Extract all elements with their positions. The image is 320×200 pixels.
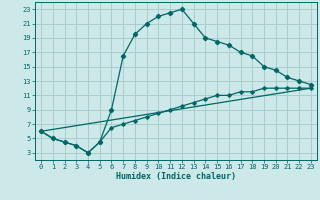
X-axis label: Humidex (Indice chaleur): Humidex (Indice chaleur) [116,172,236,181]
